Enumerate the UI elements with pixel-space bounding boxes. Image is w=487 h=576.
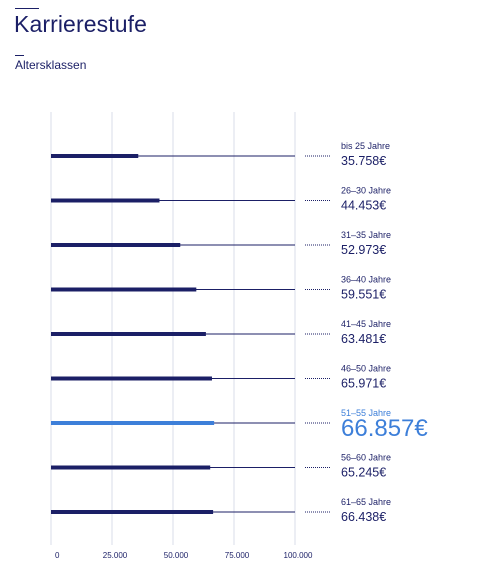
bar	[51, 465, 211, 470]
title-accent-rule	[15, 8, 39, 9]
category-label: bis 25 Jahre	[341, 141, 390, 151]
bar	[51, 421, 215, 425]
value-label: 35.758€	[341, 154, 386, 168]
x-tick-label: 75.000	[225, 551, 250, 560]
category-label: 41–45 Jahre	[341, 319, 391, 329]
category-label: 51–55 Jahre	[341, 408, 391, 418]
x-tick-label: 25.000	[103, 551, 128, 560]
bar	[51, 510, 214, 514]
value-label: 59.551€	[341, 288, 386, 302]
x-tick-label: 50.000	[164, 551, 189, 560]
category-label: 31–35 Jahre	[341, 230, 391, 240]
x-tick-label: 100.000	[284, 551, 313, 560]
bar	[51, 243, 181, 247]
value-label: 66.438€	[341, 510, 386, 524]
value-label: 65.971€	[341, 377, 386, 391]
bar	[51, 154, 139, 158]
page-title: Karrierestufe	[14, 11, 147, 37]
category-label: 61–65 Jahre	[341, 497, 391, 507]
bar	[51, 287, 197, 292]
value-label: 65.245€	[341, 466, 386, 480]
chart-subtitle: Altersklassen	[15, 58, 87, 72]
category-label: 46–50 Jahre	[341, 364, 391, 374]
bar	[51, 198, 160, 203]
x-tick-label: 0	[55, 551, 60, 560]
value-label: 63.481€	[341, 332, 386, 346]
category-label: 26–30 Jahre	[341, 186, 391, 196]
category-label: 56–60 Jahre	[341, 453, 391, 463]
highlight-value-label: 66.857€	[341, 415, 428, 442]
bar	[51, 376, 212, 381]
value-label: 52.973€	[341, 243, 386, 257]
value-label: 44.453€	[341, 199, 386, 213]
bar	[51, 332, 206, 336]
category-label: 36–40 Jahre	[341, 275, 391, 285]
subtitle-accent-rule	[15, 55, 24, 56]
